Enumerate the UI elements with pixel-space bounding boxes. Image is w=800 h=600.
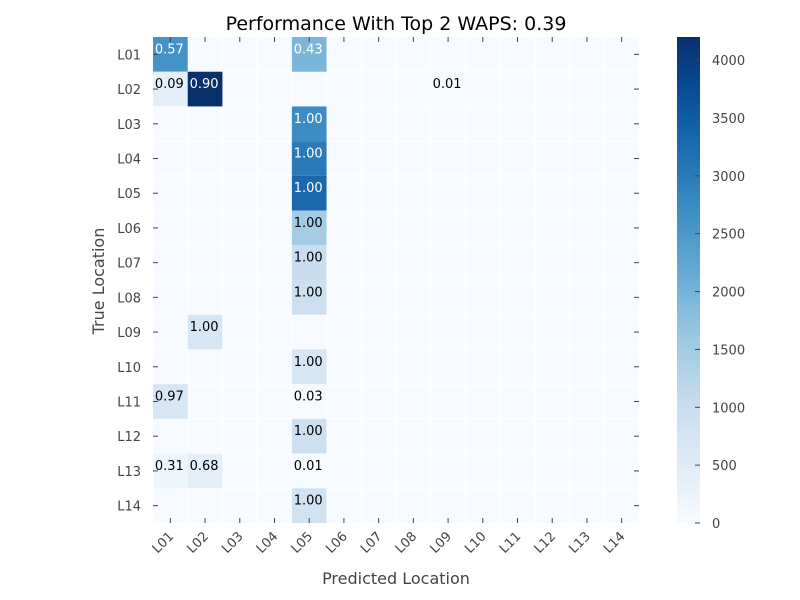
cell-value-label: 1.00 [294,494,323,509]
cell-value-label: 0.68 [190,459,219,474]
heatmap-cell [187,314,223,350]
colorbar-tick-label: 1500 [712,343,745,358]
heatmap-plot-area: 0.57 0.43 0.09 0.90 0.01 1.00 1.00 1.00 1.00 1.00… [153,37,639,523]
x-tick-label: L04 [254,529,281,556]
heatmap-cell [291,106,327,142]
y-tick-label: L14 [117,500,141,515]
heatmap-cell [291,453,327,489]
colorbar: 0 500 1000 1500 2000 2500 3000 3500 4000 [677,37,745,532]
x-tick-label: L09 [427,529,454,556]
colorbar-gradient [677,37,700,523]
heatmap-cell [187,71,223,107]
x-tick-label: L12 [532,529,559,556]
heatmap-cell [153,37,188,72]
x-tick-label: L13 [566,529,593,556]
colorbar-tick-label: 0 [712,517,720,532]
y-axis-label: True Location [89,228,108,336]
y-tick-label: L09 [117,326,141,341]
heatmap-cell [291,488,327,523]
y-tick-label: L07 [117,257,141,272]
y-axis-ticks: L01 L02 L03 L04 L05 L06 L07 L08 L09 L10 L11 L12 L13 L… [117,48,639,515]
heatmap-cell [153,384,188,419]
heatmap-cell [291,349,327,385]
cell-value-label: 1.00 [294,112,323,127]
cell-value-label: 0.57 [155,42,184,57]
y-tick-label: L06 [117,222,141,237]
colorbar-tick-label: 1000 [712,401,745,416]
y-tick-label: L13 [117,465,141,480]
heatmap-cell [291,210,327,246]
x-tick-label: L06 [323,529,350,556]
y-tick-label: L01 [117,48,141,63]
y-tick-label: L08 [117,291,141,306]
cell-value-label: 1.00 [294,147,323,162]
cell-value-label: 0.97 [155,390,184,405]
heatmap-cell [153,71,188,107]
y-tick-label: L05 [117,187,141,202]
heatmap-cell [291,245,327,280]
cell-value-label: 0.09 [155,77,184,92]
cell-value-label: 1.00 [294,355,323,370]
cell-value-label: 0.90 [190,77,219,92]
colorbar-tick-label: 2000 [712,286,745,301]
cell-value-label: 0.31 [155,459,184,474]
x-tick-label: L14 [601,529,628,556]
x-tick-label: L11 [497,529,524,556]
colorbar-tick-label: 500 [712,459,737,474]
y-tick-label: L10 [117,361,141,376]
cell-value-label: 0.01 [433,77,462,92]
x-tick-label: L08 [393,529,420,556]
chart-title: Performance With Top 2 WAPS: 0.39 [226,13,567,35]
x-tick-label: L10 [462,529,489,556]
y-tick-label: L03 [117,118,141,133]
cell-value-label: 1.00 [294,251,323,266]
cell-value-label: 0.01 [294,459,323,474]
colorbar-tick-label: 3500 [712,112,745,127]
y-tick-label: L11 [117,396,141,411]
heatmap-cell [430,71,466,107]
x-tick-label: L01 [150,529,177,556]
heatmap-cell [153,453,188,489]
heatmap-cell [291,280,327,315]
cell-value-label: 0.43 [294,42,323,57]
heatmap-cell [291,141,327,176]
heatmap-cell [187,453,223,489]
y-tick-label: L02 [117,83,141,98]
cell-value-label: 1.00 [294,285,323,300]
y-tick-label: L12 [117,430,141,445]
x-tick-label: L02 [184,529,211,556]
x-axis-label: Predicted Location [322,569,470,588]
cell-value-label: 1.00 [190,320,219,335]
colorbar-tick-label: 4000 [712,54,745,69]
heatmap-cell [291,418,327,454]
colorbar-tick-label: 2500 [712,228,745,243]
colorbar-tick-label: 3000 [712,170,745,185]
cell-value-label: 1.00 [294,216,323,231]
heatmap-cell [291,175,327,211]
x-tick-label: L07 [358,529,385,556]
cell-value-label: 0.03 [294,390,323,405]
x-tick-label: L05 [289,529,316,556]
cell-value-label: 1.00 [294,181,323,196]
heatmap-cell [291,384,327,419]
y-tick-label: L04 [117,153,141,168]
heatmap-cell [291,37,327,72]
cell-value-label: 1.00 [294,424,323,439]
x-tick-label: L03 [219,529,246,556]
